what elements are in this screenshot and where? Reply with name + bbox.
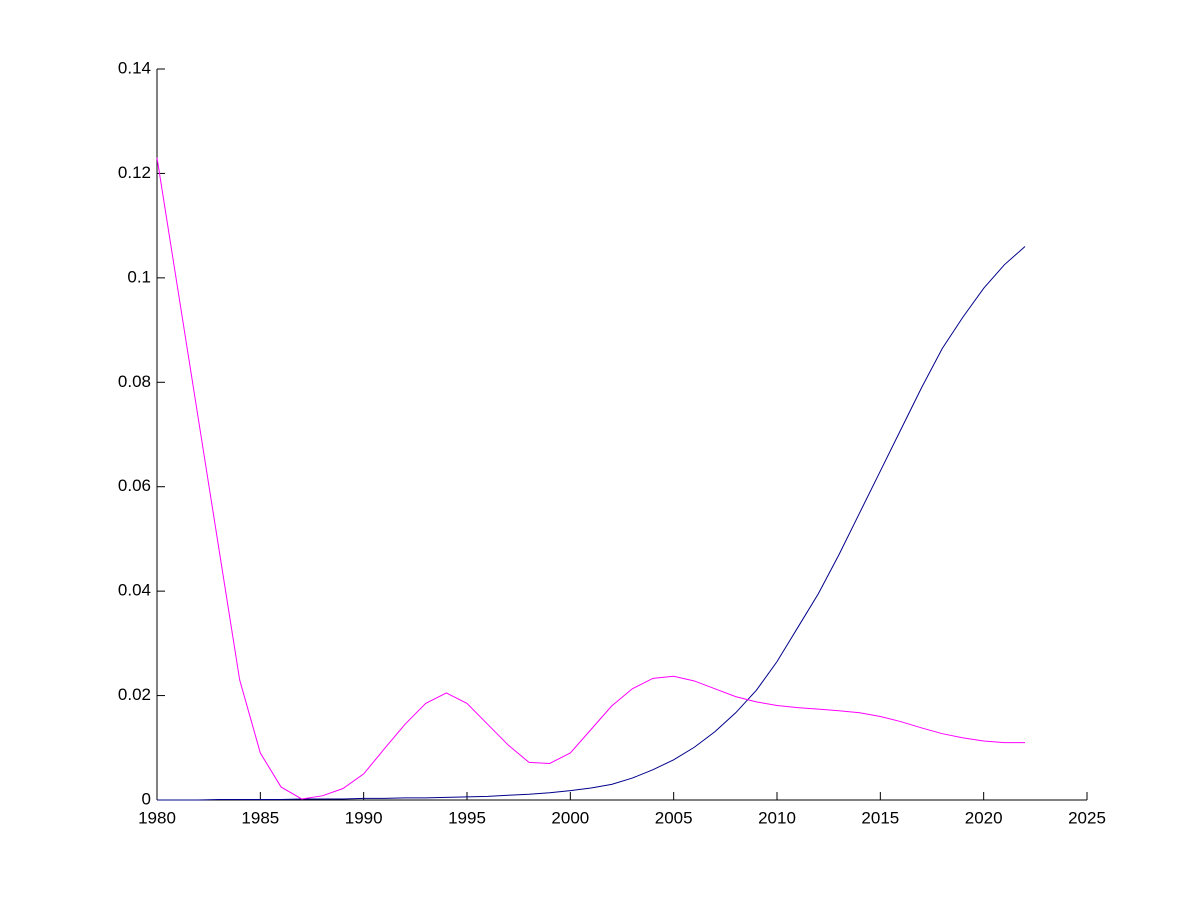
y-tick-label: 0.1 (127, 267, 151, 286)
y-tick-label: 0 (142, 789, 151, 808)
x-tick-label: 2000 (551, 808, 589, 827)
x-tick-label: 2020 (965, 808, 1003, 827)
x-tick-label: 2015 (861, 808, 899, 827)
x-tick-label: 2010 (758, 808, 796, 827)
x-tick-label: 1995 (448, 808, 486, 827)
y-tick-label: 0.08 (118, 372, 151, 391)
x-tick-label: 1985 (241, 808, 279, 827)
x-tick-label: 2025 (1068, 808, 1106, 827)
y-tick-label: 0.12 (118, 163, 151, 182)
series-line (157, 246, 1026, 801)
x-tick-label: 1990 (345, 808, 383, 827)
x-tick-label: 2005 (655, 808, 693, 827)
y-tick-label: 0.14 (118, 58, 151, 77)
x-tick-label: 1980 (138, 808, 176, 827)
y-tick-label: 0.04 (118, 581, 151, 600)
y-tick-label: 0.06 (118, 476, 151, 495)
series-line (156, 157, 1025, 800)
y-tick-label: 0.02 (118, 685, 151, 704)
